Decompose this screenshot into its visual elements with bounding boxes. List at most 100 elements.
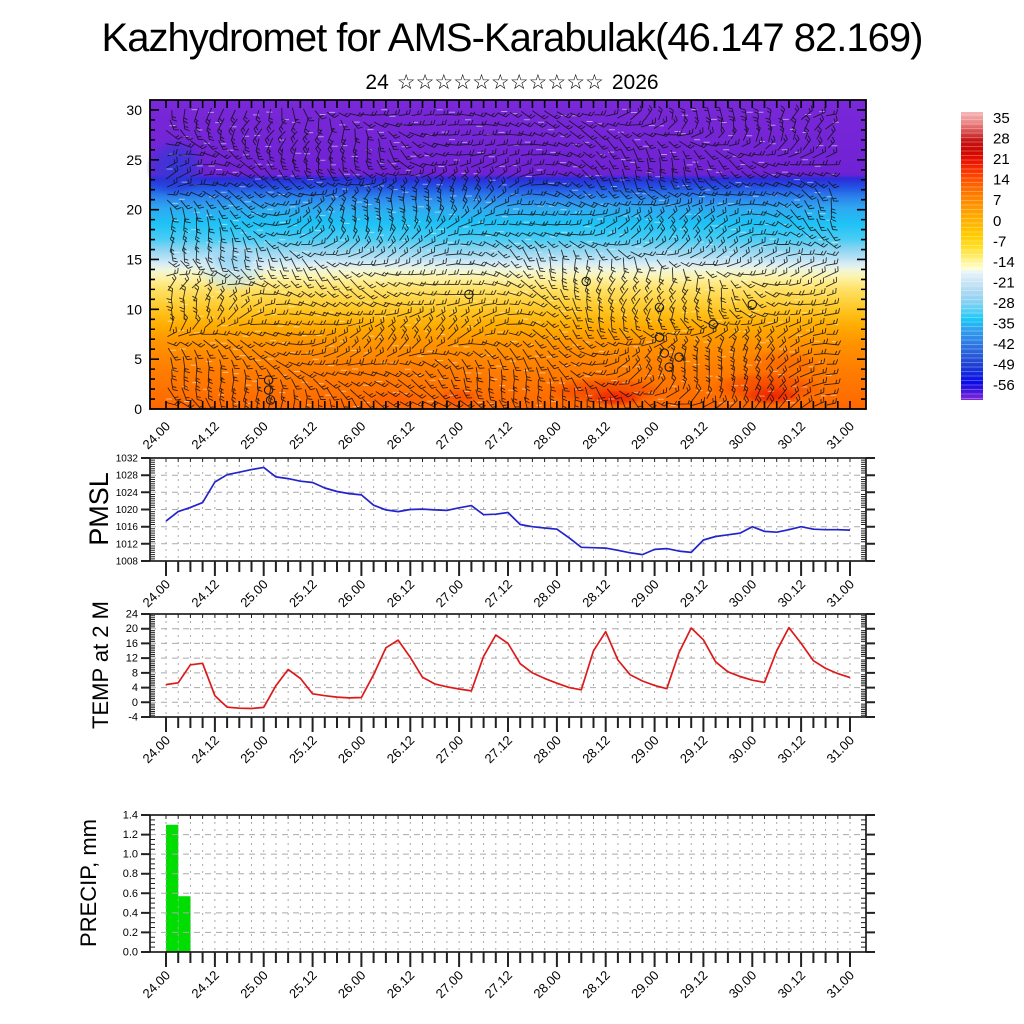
x-tick-label: 30.12	[775, 733, 809, 767]
y-tick-label: 10	[126, 301, 142, 317]
grid	[150, 614, 866, 717]
calm-circles	[263, 276, 758, 405]
x-tick-label: 29.00	[628, 968, 662, 1002]
x-tick-label: 26.12	[384, 968, 418, 1002]
y-tick-label: 1.0	[123, 849, 138, 861]
colorbar-tick-label: 28	[993, 131, 1010, 148]
calm-circle	[674, 352, 684, 362]
axis-ticks	[141, 613, 875, 732]
colorbar-labels: 35 28 21 14 7 0 -7 -14 -21 -28 -35 -42 -49 -56	[993, 110, 1015, 394]
y-tick-label: 0	[134, 401, 142, 417]
x-tick-label: 24.12	[188, 419, 222, 453]
y-tick-label: 30	[126, 102, 142, 118]
colorbar-tick-label: 21	[993, 151, 1010, 168]
x-tick-label: 30.00	[726, 968, 760, 1002]
calm-circle	[581, 276, 591, 287]
x-tick-label: 25.00	[237, 419, 271, 453]
x-tick-label: 30.00	[726, 419, 760, 453]
x-tick-label: 31.00	[824, 968, 858, 1002]
x-tick-label: 30.12	[775, 419, 809, 453]
x-tick-label: 30.00	[726, 577, 760, 611]
y-tick-label: 20	[126, 202, 142, 218]
calm-circle	[708, 319, 718, 330]
line-series	[165, 626, 851, 710]
y-tick-label: -4	[128, 712, 138, 724]
y-tick-label: 1024	[116, 488, 139, 499]
y-tick-label: 1008	[116, 557, 139, 568]
y-tick-label: 1.4	[123, 810, 138, 822]
field-anomaly	[437, 387, 482, 408]
panel-axis-title: TEMP at 2 M	[88, 601, 113, 729]
colorbar-tick-label: -42	[993, 336, 1015, 353]
x-tick-label: 25.12	[286, 968, 320, 1002]
x-tick-label: 29.12	[677, 419, 711, 453]
x-tick-labels: 24.00 24.12 25.00 25.12 26.00 26.12 27.00 27.12…	[140, 968, 858, 1002]
x-tick-label: 27.12	[482, 577, 516, 611]
y-tick-label: 0	[132, 697, 138, 709]
y-tick-label: 0.2	[123, 927, 138, 939]
x-tick-label: 29.00	[628, 733, 662, 767]
line-series	[165, 466, 851, 556]
x-tick-label: 24.00	[140, 968, 174, 1002]
colorbar-tick-label: -14	[993, 254, 1015, 271]
y-tick-labels: 1008 1012 1016 1020 1024 1028 1032	[116, 454, 139, 568]
y-tick-label: 0.6	[123, 888, 138, 900]
x-tick-label: 26.12	[384, 577, 418, 611]
axis-ticks	[141, 457, 875, 576]
calm-circle	[263, 385, 274, 395]
colorbar-tick-label: -56	[993, 377, 1015, 394]
x-tick-label: 28.12	[579, 733, 613, 767]
x-tick-label: 28.00	[530, 419, 564, 453]
precip-mm-panel: 0.00.20.40.60.81.01.21.424.00 24.12 25.00 2…	[76, 810, 875, 1002]
colorbar-tick-label: -49	[993, 357, 1015, 374]
x-tick-label: 24.00	[140, 733, 174, 767]
colorbar-tick-label: -28	[993, 295, 1015, 312]
x-tick-label: 24.12	[188, 577, 222, 611]
y-tick-label: 15	[126, 251, 142, 267]
x-tick-labels: 24.00 24.12 25.00 25.12 26.00 26.12 27.00 27.12…	[140, 733, 858, 767]
x-tick-labels: 24.00 24.12 25.00 25.12 26.00 26.12 27.00 27.12…	[140, 577, 858, 611]
y-tick-label: 0.8	[123, 868, 138, 880]
x-tick-label: 28.12	[579, 577, 613, 611]
x-tick-label: 28.12	[579, 968, 613, 1002]
x-tick-label: 28.00	[530, 733, 564, 767]
x-tick-label: 26.00	[335, 419, 369, 453]
x-tick-label: 29.00	[628, 577, 662, 611]
y-tick-label: 5	[134, 351, 142, 367]
calm-circle	[654, 302, 665, 313]
x-tick-label: 25.00	[237, 733, 271, 767]
x-tick-label: 27.12	[482, 733, 516, 767]
colorbar-tick-label: -35	[993, 316, 1015, 333]
x-tick-label: 24.00	[140, 419, 174, 453]
x-tick-label: 25.00	[237, 968, 271, 1002]
x-tick-label: 26.12	[384, 733, 418, 767]
cross-section-panel: 0 5 10 15 20 25 30 24.00 24.12 25.00 25.12 26.00 26.…	[126, 99, 867, 453]
grid	[150, 815, 866, 952]
x-tick-label: 25.12	[286, 733, 320, 767]
calm-circle	[654, 332, 665, 342]
forecast-year: 2026	[611, 71, 659, 94]
y-tick-label: 16	[126, 638, 138, 650]
y-tick-label: 0.4	[123, 907, 138, 919]
x-tick-label: 26.00	[335, 733, 369, 767]
field-anomaly	[145, 137, 206, 198]
x-tick-label: 28.12	[579, 419, 613, 453]
forecast-day: 24	[365, 71, 389, 94]
forecast-date: 24 ☆☆☆☆☆☆☆☆☆☆☆ 2026	[0, 70, 1024, 95]
x-tick-label: 29.12	[677, 577, 711, 611]
x-tick-label: 28.00	[530, 577, 564, 611]
x-tick-label: 25.00	[237, 577, 271, 611]
pmsl-panel: 1008 1012 1016 1020 1024 1028 1032 24.00 24.12 25…	[84, 454, 875, 611]
cross-axis-ticks	[150, 100, 866, 409]
precip-bar	[166, 824, 179, 952]
x-tick-label: 27.00	[433, 968, 467, 1002]
colorbar-tick-label: 0	[993, 213, 1001, 230]
panel-axis-title: PMSL	[84, 472, 114, 546]
x-tick-label: 31.00	[824, 577, 858, 611]
colorbar-gradient	[961, 112, 983, 400]
x-tick-label: 31.00	[824, 419, 858, 453]
colorbar-tick-label: 35	[993, 110, 1010, 127]
y-tick-labels: 0.0 0.2 0.4 0.6 0.8 1.0 1.2 1.4	[123, 810, 138, 959]
colorbar: 35 28 21 14 7 0 -7 -14 -21 -28 -35 -42 -49 -56	[961, 110, 1015, 400]
